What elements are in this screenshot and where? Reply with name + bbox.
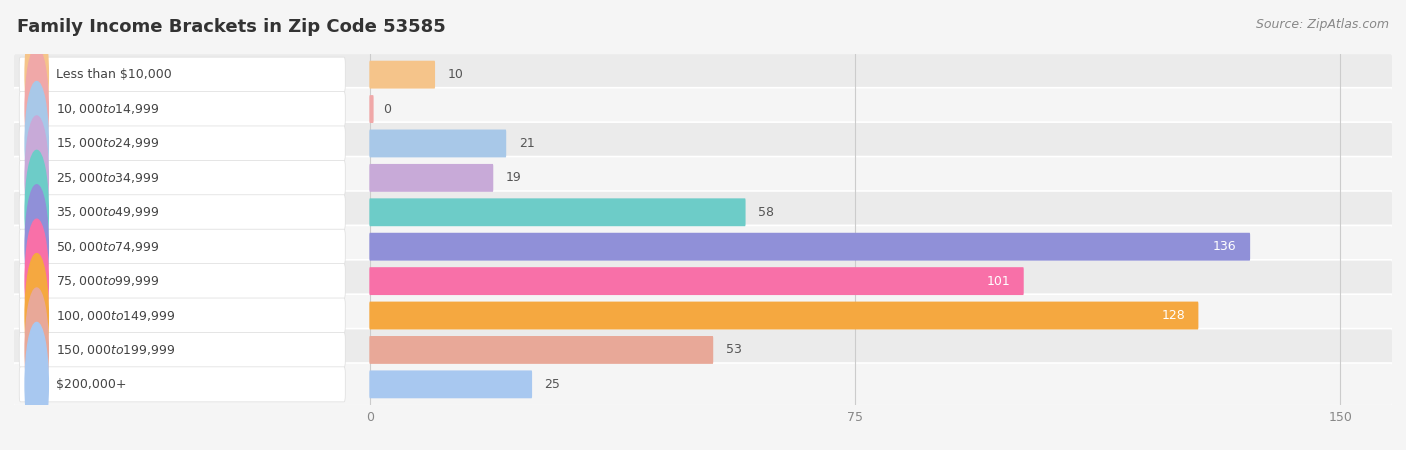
Text: $35,000 to $49,999: $35,000 to $49,999 <box>56 205 160 219</box>
Text: 19: 19 <box>506 171 522 184</box>
FancyBboxPatch shape <box>20 57 346 92</box>
Text: $10,000 to $14,999: $10,000 to $14,999 <box>56 102 160 116</box>
Text: Source: ZipAtlas.com: Source: ZipAtlas.com <box>1256 18 1389 31</box>
FancyBboxPatch shape <box>20 264 346 299</box>
FancyBboxPatch shape <box>20 333 346 368</box>
FancyBboxPatch shape <box>370 198 745 226</box>
FancyBboxPatch shape <box>13 122 1393 165</box>
Circle shape <box>25 322 48 446</box>
Text: Family Income Brackets in Zip Code 53585: Family Income Brackets in Zip Code 53585 <box>17 18 446 36</box>
Circle shape <box>25 13 48 137</box>
Text: 25: 25 <box>544 378 561 391</box>
FancyBboxPatch shape <box>13 225 1393 268</box>
FancyBboxPatch shape <box>20 91 346 126</box>
FancyBboxPatch shape <box>13 294 1393 337</box>
Text: 58: 58 <box>758 206 773 219</box>
FancyBboxPatch shape <box>20 367 346 402</box>
FancyBboxPatch shape <box>370 370 531 398</box>
FancyBboxPatch shape <box>13 53 1393 96</box>
Text: $50,000 to $74,999: $50,000 to $74,999 <box>56 240 160 254</box>
Text: 101: 101 <box>987 274 1011 288</box>
FancyBboxPatch shape <box>20 160 346 195</box>
FancyBboxPatch shape <box>370 233 1250 261</box>
Text: Less than $10,000: Less than $10,000 <box>56 68 172 81</box>
FancyBboxPatch shape <box>13 191 1393 234</box>
FancyBboxPatch shape <box>13 363 1393 406</box>
FancyBboxPatch shape <box>20 195 346 230</box>
Text: $200,000+: $200,000+ <box>56 378 127 391</box>
Text: $150,000 to $199,999: $150,000 to $199,999 <box>56 343 176 357</box>
Circle shape <box>25 150 48 274</box>
FancyBboxPatch shape <box>370 164 494 192</box>
FancyBboxPatch shape <box>370 95 374 123</box>
Text: $25,000 to $34,999: $25,000 to $34,999 <box>56 171 160 185</box>
Circle shape <box>25 116 48 240</box>
Text: 136: 136 <box>1213 240 1237 253</box>
FancyBboxPatch shape <box>370 336 713 364</box>
Circle shape <box>25 185 48 309</box>
Circle shape <box>25 47 48 171</box>
FancyBboxPatch shape <box>370 302 1198 329</box>
Text: 10: 10 <box>447 68 464 81</box>
FancyBboxPatch shape <box>13 260 1393 302</box>
Circle shape <box>25 219 48 343</box>
Text: 53: 53 <box>725 343 741 356</box>
FancyBboxPatch shape <box>370 267 1024 295</box>
Text: 21: 21 <box>519 137 534 150</box>
FancyBboxPatch shape <box>13 328 1393 371</box>
FancyBboxPatch shape <box>370 130 506 158</box>
Text: $15,000 to $24,999: $15,000 to $24,999 <box>56 136 160 150</box>
FancyBboxPatch shape <box>13 88 1393 130</box>
Text: 0: 0 <box>382 103 391 116</box>
Text: 128: 128 <box>1161 309 1185 322</box>
Circle shape <box>25 81 48 205</box>
Circle shape <box>25 288 48 412</box>
FancyBboxPatch shape <box>20 126 346 161</box>
FancyBboxPatch shape <box>13 157 1393 199</box>
FancyBboxPatch shape <box>370 61 434 89</box>
FancyBboxPatch shape <box>20 229 346 264</box>
Text: $75,000 to $99,999: $75,000 to $99,999 <box>56 274 160 288</box>
Text: $100,000 to $149,999: $100,000 to $149,999 <box>56 309 176 323</box>
Circle shape <box>25 254 48 378</box>
FancyBboxPatch shape <box>20 298 346 333</box>
